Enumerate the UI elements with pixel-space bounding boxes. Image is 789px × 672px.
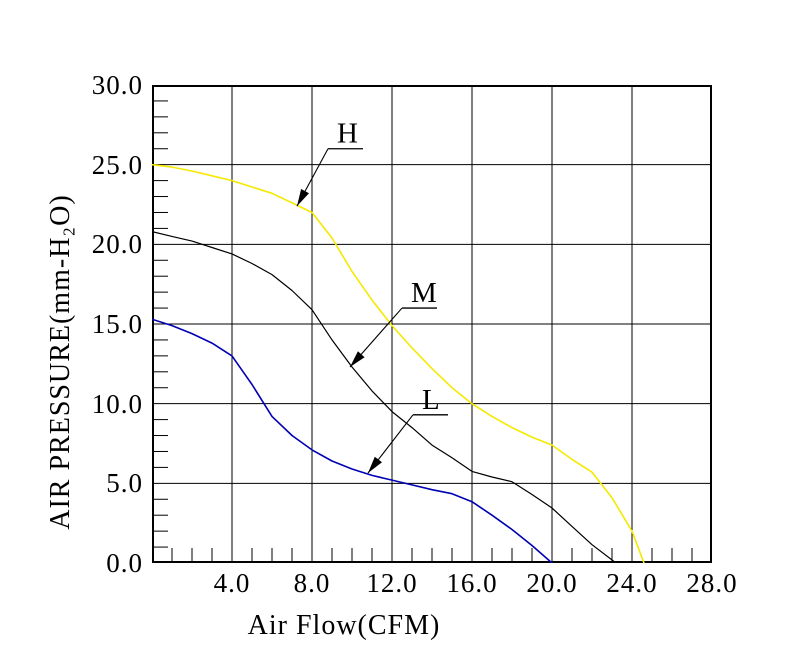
x-tick-label: 12.0	[366, 568, 418, 598]
annotation-label-L: L	[422, 384, 440, 416]
x-tick-label: 24.0	[606, 568, 658, 598]
y-tick-label: 10.0	[91, 388, 143, 419]
x-axis-title: Air Flow(CFM)	[247, 610, 441, 641]
annotation-arrowhead-L	[368, 456, 382, 473]
plot-area: H M L	[152, 85, 712, 563]
curve-L	[152, 318, 553, 563]
y-tick-label: 15.0	[91, 309, 143, 339]
x-tick-label: 28.0	[686, 568, 738, 598]
x-tick-label: 8.0	[293, 568, 331, 598]
y-tick-label: 0.0	[106, 548, 143, 578]
y-axis-title: AIR PRESSURE(mm-H₂O)	[45, 194, 76, 530]
y-tick-label: 5.0	[106, 468, 143, 499]
annotation-arrowhead-H	[297, 189, 309, 207]
x-tick-label: 4.0	[213, 568, 251, 598]
y-tick-label: 30.0	[91, 70, 143, 100]
plot-border	[152, 85, 712, 563]
curve-H	[152, 163, 645, 563]
annotation-label-H: H	[337, 118, 358, 150]
x-tick-label: 20.0	[526, 568, 578, 598]
y-tick-label: 20.0	[91, 229, 143, 260]
y-tick-label: 25.0	[91, 149, 143, 180]
x-tick-label: 16.0	[446, 568, 498, 598]
annotation-label-M: M	[411, 277, 437, 309]
annotation-arrowhead-M	[350, 351, 365, 367]
curve-M	[152, 231, 617, 563]
